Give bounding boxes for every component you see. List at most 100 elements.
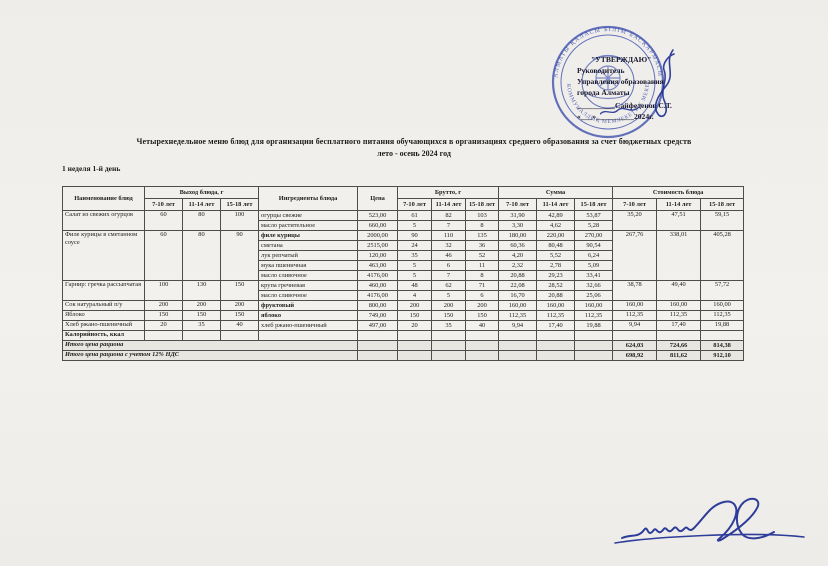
approver-name: Сайфеденов С.Т. bbox=[614, 101, 672, 110]
table-cell: 4,62 bbox=[536, 220, 576, 231]
table-cell-empty bbox=[465, 350, 500, 361]
table-cell: 60 bbox=[144, 230, 183, 281]
table-cell: 200 bbox=[397, 300, 433, 311]
table-cell-empty bbox=[258, 330, 359, 341]
table-cell-empty bbox=[357, 350, 399, 361]
table-cell: Филе курицы в сметанном соусе bbox=[62, 230, 145, 281]
table-cell-empty bbox=[144, 330, 183, 341]
table-cell: 2,32 bbox=[498, 260, 538, 271]
table-cell: 150 bbox=[219, 280, 260, 301]
table-cell-empty bbox=[574, 330, 614, 341]
table-cell-empty bbox=[397, 350, 433, 361]
age-col-header: 11-14 лет bbox=[431, 198, 467, 211]
table-cell: 52 bbox=[465, 250, 500, 261]
table-cell: Калорийность, ккал bbox=[62, 330, 145, 341]
totals-row: Итого цена рациона 624,03 724,66 814,38 bbox=[61, 340, 745, 351]
table-cell: Итого цена рациона bbox=[61, 340, 359, 351]
table-cell: 35 bbox=[397, 250, 433, 261]
table-cell: 200 bbox=[431, 300, 467, 311]
table-cell: 160,00 bbox=[498, 300, 538, 311]
table-cell-empty bbox=[498, 340, 538, 351]
table-cell: 2515,00 bbox=[357, 240, 399, 251]
table-cell: 35,20 bbox=[612, 210, 658, 231]
table-cell: 6 bbox=[465, 290, 500, 301]
table-cell: 32,66 bbox=[574, 280, 614, 291]
table-cell: 912,10 bbox=[700, 350, 745, 361]
table-cell: масло сливочное bbox=[258, 290, 359, 301]
col-header-out-group: Выход блюда, г bbox=[143, 186, 260, 199]
table-cell: 338,01 bbox=[656, 230, 702, 281]
menu-table-body: Салат из свежих огурцов 60 80 100 огурцы све… bbox=[61, 210, 745, 361]
totals-row: Итого цена рациона с учетом 12% НДС 698,9… bbox=[61, 350, 745, 361]
age-col-header: 7-10 лет bbox=[144, 198, 183, 211]
kcal-row: Калорийность, ккал bbox=[62, 330, 745, 341]
table-cell: 25,06 bbox=[574, 290, 614, 301]
table-cell: 20 bbox=[144, 320, 183, 331]
table-cell: 46 bbox=[431, 250, 467, 261]
dish-row: сметана 2515,00 24 32 36 60,36 80,48 90,54 bbox=[63, 240, 744, 251]
table-cell: 112,35 bbox=[574, 310, 614, 321]
approval-year: 2024г. bbox=[633, 112, 654, 121]
bottom-signature-icon bbox=[614, 497, 805, 544]
table-cell: 36 bbox=[465, 240, 500, 251]
dish-row: Салат из свежих огурцов 60 80 100 огурцы све… bbox=[62, 210, 745, 231]
header-row-ages: 7-10 лет 11-14 лет 15-18 лет 7-10 лет 11… bbox=[63, 198, 745, 211]
table-cell: Салат из свежих огурцов bbox=[62, 210, 145, 231]
table-cell: 49,40 bbox=[656, 280, 702, 301]
table-cell: 32 bbox=[431, 240, 467, 251]
table-cell: 160,00 bbox=[574, 300, 614, 311]
table-cell: 150 bbox=[182, 310, 221, 321]
table-cell: 57,72 bbox=[700, 280, 745, 301]
table-cell: яблоко bbox=[258, 310, 359, 321]
dish-row: Филе курицы в сметанном соусе 60 80 90 филе … bbox=[62, 230, 745, 281]
table-cell: 29,23 bbox=[536, 270, 576, 281]
table-cell: 90 bbox=[219, 230, 260, 281]
table-cell: масло сливочное bbox=[258, 270, 359, 281]
table-cell: 624,03 bbox=[612, 340, 658, 351]
table-cell: 4176,00 bbox=[357, 290, 399, 301]
table-cell: 5 bbox=[397, 270, 433, 281]
table-cell: Гарнир: гречка рассыпчатая bbox=[62, 280, 145, 301]
table-cell: 33,41 bbox=[574, 270, 614, 281]
table-cell: 40 bbox=[219, 320, 260, 331]
table-cell: 150 bbox=[431, 310, 467, 321]
table-cell: 150 bbox=[465, 310, 500, 321]
table-cell: 8 bbox=[465, 270, 500, 281]
dish-row: Сок натуральный п/у 200 200 200 фруктовый 800… bbox=[62, 300, 745, 311]
table-cell: 749,00 bbox=[357, 310, 399, 321]
table-cell: 270,00 bbox=[574, 230, 614, 241]
age-col-header: 7-10 лет bbox=[498, 198, 538, 211]
table-cell-empty bbox=[357, 340, 399, 351]
table-cell: 59,15 bbox=[700, 210, 745, 231]
approval-city: города Алматы bbox=[577, 88, 630, 97]
table-cell: Итого цена рациона с учетом 12% НДС bbox=[61, 350, 359, 361]
table-cell: 19,88 bbox=[574, 320, 614, 331]
document-subtitle: лето - осень 2024 год bbox=[377, 149, 451, 158]
table-cell: Хлеб ржано-пшеничный bbox=[62, 320, 145, 331]
document-title: Четырехнедельное меню блюд для организац… bbox=[136, 137, 692, 146]
table-cell: масло растительное bbox=[258, 220, 359, 231]
table-cell-empty bbox=[431, 350, 467, 361]
table-cell: 17,40 bbox=[536, 320, 576, 331]
table-cell: 2000,00 bbox=[357, 230, 399, 241]
table-cell: 110 bbox=[431, 230, 467, 241]
table-cell: 160,00 bbox=[612, 300, 658, 311]
table-cell: 7 bbox=[431, 270, 467, 281]
table-cell: 24 bbox=[397, 240, 433, 251]
approver-signature-icon bbox=[600, 49, 675, 118]
table-cell: 112,35 bbox=[498, 310, 538, 321]
col-header-sum-group: Сумма bbox=[498, 186, 614, 199]
table-cell: 35 bbox=[431, 320, 467, 331]
table-cell: 61 bbox=[397, 210, 433, 221]
table-cell-empty bbox=[182, 330, 221, 341]
table-cell: 3,30 bbox=[498, 220, 538, 231]
table-cell: 71 bbox=[465, 280, 500, 291]
table-cell: 523,00 bbox=[357, 210, 399, 221]
table-cell: 8 bbox=[465, 220, 500, 231]
table-cell: 112,35 bbox=[536, 310, 576, 321]
table-cell: крупа гречневая bbox=[258, 280, 359, 291]
age-col-header: 7-10 лет bbox=[397, 198, 433, 211]
table-cell: 5 bbox=[397, 260, 433, 271]
approval-signer-line: __________Сайфеденов С.Т. bbox=[577, 100, 751, 111]
